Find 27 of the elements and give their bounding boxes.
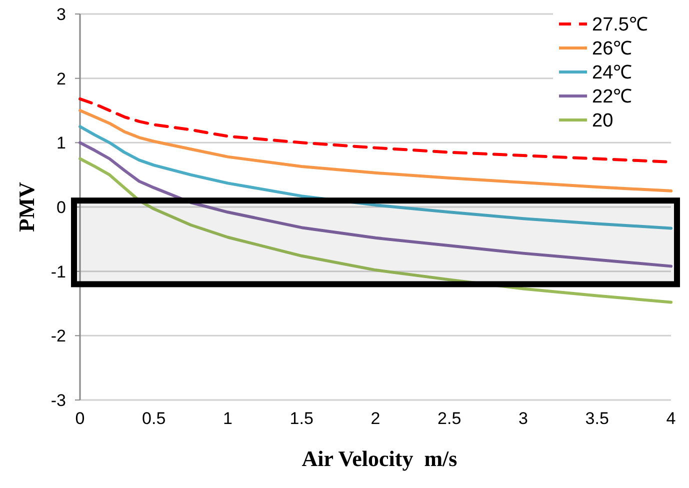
y-tick-label: -1 xyxy=(50,262,66,282)
x-tick-label: 0.5 xyxy=(142,409,166,428)
x-axis-title: Air Velocity m/s xyxy=(302,446,458,471)
y-tick-label: 3 xyxy=(56,4,66,24)
y-axis-title: PMV xyxy=(14,182,39,232)
y-tick-label: -2 xyxy=(50,326,66,346)
x-tick-label: 2.5 xyxy=(438,409,462,428)
y-tick-label: 2 xyxy=(56,69,66,88)
legend-label: 20 xyxy=(592,110,614,132)
legend-label: 27.5℃ xyxy=(592,14,648,36)
y-tick-label: -3 xyxy=(50,390,66,410)
line-series xyxy=(78,109,672,192)
x-tick-label: 1 xyxy=(223,409,232,428)
legend-label: 22℃ xyxy=(592,86,632,108)
y-tick-label: 1 xyxy=(56,134,66,153)
x-tick-label: 3 xyxy=(518,409,528,428)
x-tick-label: 4 xyxy=(666,409,676,428)
line-series xyxy=(78,125,672,230)
legend-label: 26℃ xyxy=(592,38,632,60)
y-tick-label: 0 xyxy=(56,198,66,217)
legend-label: 24℃ xyxy=(592,62,632,84)
x-tick-label: 2 xyxy=(370,409,380,428)
x-tick-label: 1.5 xyxy=(290,409,314,428)
line-series xyxy=(78,141,672,268)
x-tick-label: 0 xyxy=(75,409,85,428)
x-tick-label: 3.5 xyxy=(585,409,609,428)
line-series xyxy=(78,157,672,304)
